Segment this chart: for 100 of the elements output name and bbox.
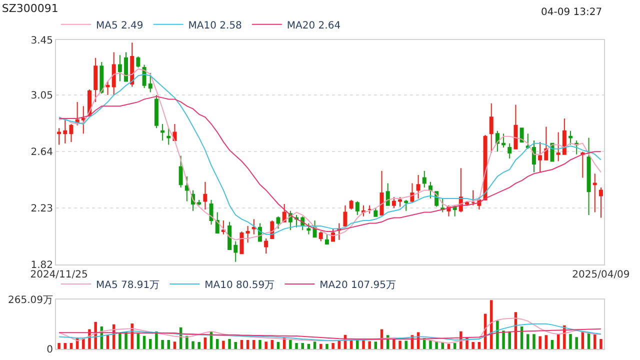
candlestick [221, 220, 226, 235]
bar [362, 340, 365, 350]
line-series [58, 96, 602, 232]
bar [478, 342, 481, 350]
candlestick [148, 72, 152, 93]
bar [204, 338, 207, 350]
candlestick [422, 170, 426, 188]
candlestick [136, 56, 140, 68]
candlestick [556, 132, 560, 162]
y-tick-label: 1.82 [30, 260, 53, 272]
bar [502, 330, 505, 350]
candlestick [514, 104, 518, 150]
candlestick [380, 170, 384, 216]
candlestick [495, 130, 500, 152]
x-tick-label: 2024/11/25 [30, 270, 88, 281]
bar [313, 342, 316, 350]
bar [526, 334, 530, 350]
candlestick [57, 128, 62, 146]
bar [167, 340, 170, 350]
candlestick [252, 218, 256, 235]
bar [258, 340, 262, 350]
candlestick [526, 133, 530, 150]
candlestick [520, 128, 524, 142]
candlestick [172, 124, 177, 142]
candlestick [562, 118, 566, 155]
bar [149, 339, 152, 350]
bar [252, 340, 256, 350]
candlestick [428, 181, 432, 199]
candlestick [502, 133, 506, 148]
bar [222, 340, 225, 350]
candlestick [240, 231, 244, 254]
candlestick [410, 182, 414, 204]
bar [198, 342, 200, 350]
candlestick [324, 234, 329, 244]
bar [532, 334, 536, 350]
bar [392, 339, 396, 350]
legend-label: MA20 2.64 [286, 20, 341, 32]
bar [246, 340, 250, 350]
bar [544, 335, 548, 350]
bar [186, 336, 188, 350]
candlestick [160, 124, 165, 142]
bar [569, 334, 572, 350]
candlestick [130, 42, 134, 88]
candlestick [592, 173, 597, 213]
candlestick [544, 126, 548, 160]
text: 04-09 13:27 [541, 7, 602, 18]
candlestick [532, 140, 536, 173]
bar [496, 320, 499, 350]
candlestick [440, 198, 445, 213]
bar [368, 341, 371, 350]
candlestick [118, 54, 122, 82]
line-series [58, 323, 602, 342]
bar [356, 340, 359, 350]
y-tick-label: 3.05 [30, 90, 53, 102]
candlestick [203, 181, 208, 210]
candlestick [368, 204, 372, 214]
candlestick [100, 61, 104, 94]
bar [94, 322, 97, 350]
bar [429, 340, 432, 350]
y-tick-label: 3.45 [30, 35, 53, 46]
candlestick [264, 238, 268, 254]
bar [192, 341, 194, 350]
legend-label: MA10 80.59万 [204, 280, 275, 291]
candlestick [63, 118, 68, 144]
candlestick [234, 240, 238, 262]
bar [276, 342, 280, 350]
candlestick [81, 106, 86, 134]
candlestick [166, 128, 171, 146]
bar [472, 342, 474, 350]
candlestick [124, 52, 128, 82]
bar [374, 342, 378, 350]
y-tick-label: 2.23 [30, 204, 53, 215]
bar [216, 339, 219, 350]
bar [118, 332, 122, 350]
line-series [58, 328, 602, 340]
candlestick [197, 199, 202, 206]
bar [270, 340, 274, 350]
bar [155, 332, 158, 350]
candlestick [112, 52, 116, 96]
candlestick [386, 182, 390, 206]
legend-label: MA20 107.95万 [320, 280, 396, 291]
y-tick-label: 2.64 [30, 147, 53, 158]
bar [289, 340, 292, 350]
candlestick [318, 231, 323, 242]
candlestick [465, 200, 469, 206]
candlestick [178, 155, 183, 188]
candlestick [471, 190, 476, 206]
candlestick [392, 196, 396, 209]
candlestick [106, 80, 110, 96]
candlestick [94, 57, 98, 102]
bar [264, 342, 268, 350]
candlestick [398, 196, 402, 208]
bar [575, 337, 578, 350]
candlestick [246, 226, 250, 244]
candlestick [154, 94, 158, 129]
bar [173, 342, 176, 350]
bar [404, 340, 408, 350]
bar [398, 340, 402, 350]
bar [435, 341, 438, 350]
candlestick [215, 212, 220, 234]
